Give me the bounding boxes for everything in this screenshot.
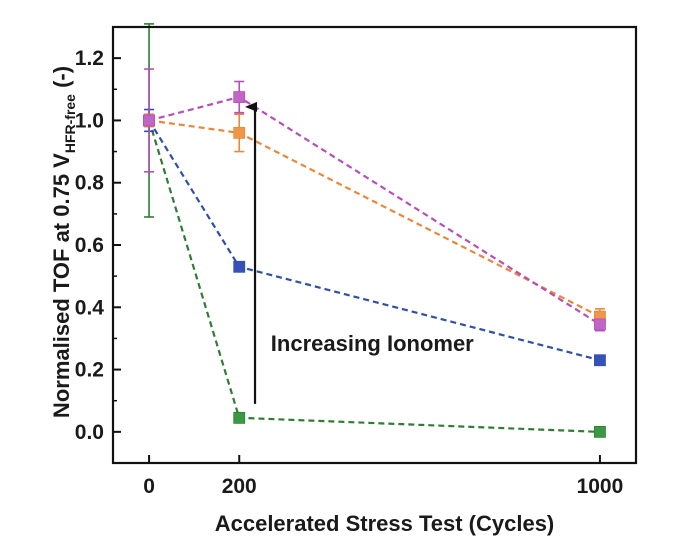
series-1-point [594,425,606,438]
y-tick-label: 0.2 [75,359,104,382]
y-axis-title-subscript: HFR-free [62,94,78,153]
series-1-line [148,120,600,433]
y-tick-label: 0.4 [75,296,105,319]
plot-frame [111,25,638,465]
x-tick-label: 0 [143,475,155,498]
series-1-point [233,411,246,424]
series-4-point [143,114,155,127]
x-tick-label: 200 [222,475,257,498]
y-tick-label: 1.0 [75,109,104,132]
series-4-point [594,318,606,331]
y-axis-title: Normalised TOF at 0.75 VHFR-free (-) [49,66,78,418]
x-tick-label: 1000 [577,475,624,498]
series-3-point [233,126,246,139]
series-2-line [148,119,601,362]
series-4-point [233,91,246,103]
annotation-label: Increasing Ionomer [271,331,474,356]
y-axis-title-suffix: (-) [49,66,74,94]
series-2-point [233,260,246,273]
y-axis-title-main: Normalised TOF at 0.75 V [49,153,74,418]
series-2-point [594,354,606,367]
y-tick-label: 0.6 [75,234,104,257]
y-tick-label: 1.2 [75,47,104,70]
x-axis-title: Accelerated Stress Test (Cycles) [215,511,555,536]
y-tick-label: 0.8 [75,172,105,195]
series-4-line [148,95,601,326]
series-3-line [148,119,601,318]
y-tick-label: 0.0 [75,421,104,444]
